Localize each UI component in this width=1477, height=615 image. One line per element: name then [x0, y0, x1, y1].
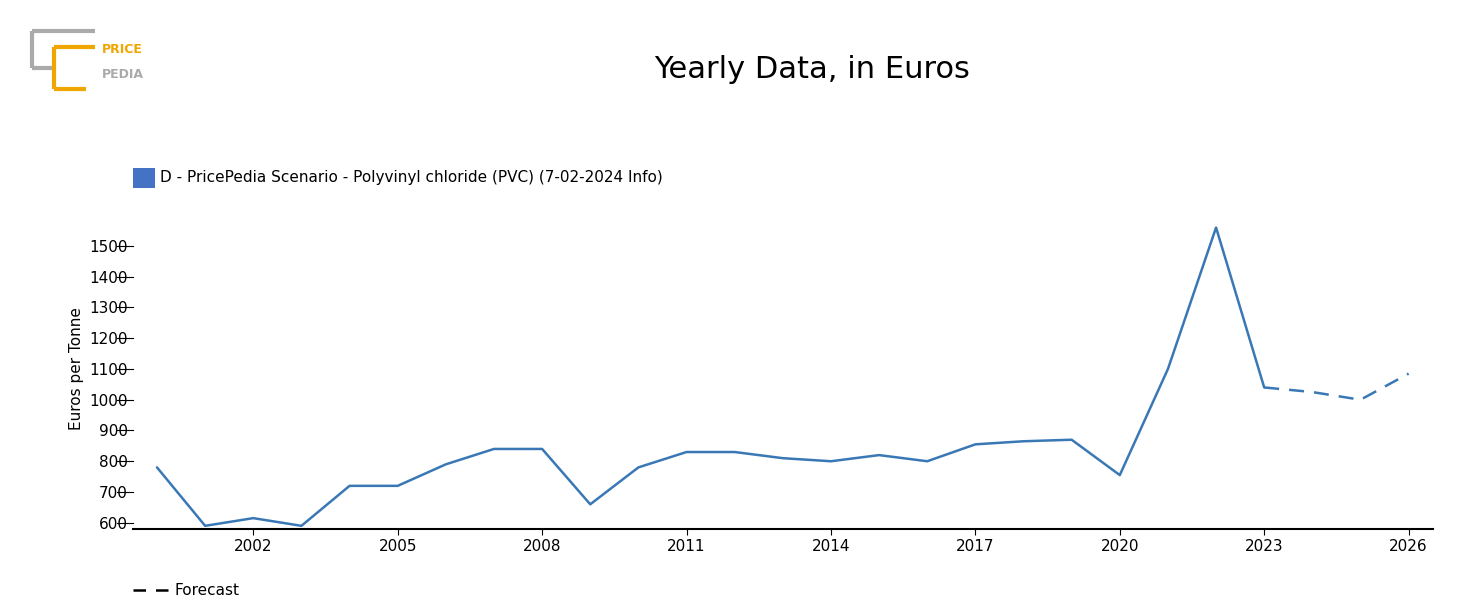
Text: D - PricePedia Scenario - Polyvinyl chloride (PVC) (7-02-2024 Info): D - PricePedia Scenario - Polyvinyl chlo… [160, 170, 662, 185]
Y-axis label: Euros per Tonne: Euros per Tonne [69, 308, 84, 430]
Text: Forecast: Forecast [174, 583, 239, 598]
Text: Yearly Data, in Euros: Yearly Data, in Euros [654, 55, 970, 84]
Text: PEDIA: PEDIA [102, 68, 143, 81]
Text: PRICE: PRICE [102, 43, 142, 56]
